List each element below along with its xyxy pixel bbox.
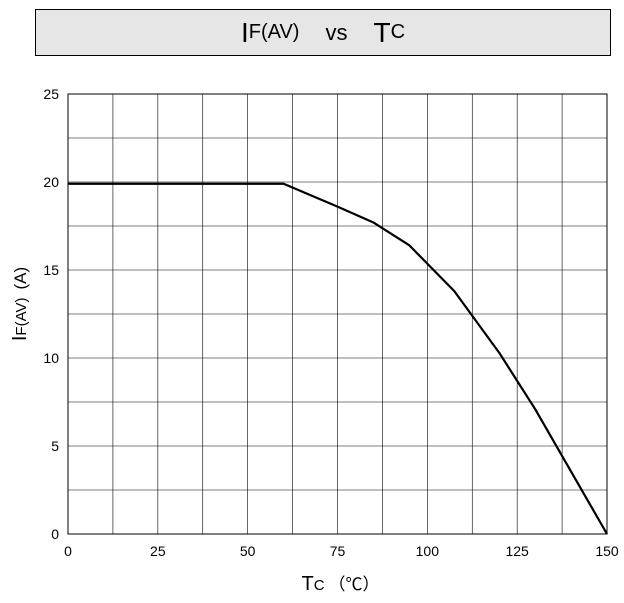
y-tick-label-0: 0 bbox=[51, 526, 59, 542]
y-axis-unit: (A) bbox=[11, 267, 30, 290]
title-x-subscript: C bbox=[390, 21, 406, 43]
y-tick-label-5: 25 bbox=[43, 86, 59, 102]
title-y-symbol: I bbox=[240, 16, 249, 48]
x-tick-label-3: 75 bbox=[330, 543, 346, 559]
x-axis-label: TC （℃） bbox=[301, 573, 379, 595]
grid bbox=[68, 94, 607, 534]
x-tick-label-2: 50 bbox=[240, 543, 256, 559]
y-tick-labels: 0 5 10 15 20 25 bbox=[43, 86, 59, 542]
x-tick-label-6: 150 bbox=[595, 543, 619, 559]
title-y-subscript: F(AV) bbox=[248, 21, 300, 43]
y-tick-label-2: 10 bbox=[43, 350, 59, 366]
y-tick-label-1: 5 bbox=[51, 438, 59, 454]
y-axis-subscript: F(AV) bbox=[13, 298, 30, 336]
x-tick-label-1: 25 bbox=[150, 543, 166, 559]
x-tick-label-4: 100 bbox=[416, 543, 440, 559]
series-line-0 bbox=[68, 182, 608, 535]
y-axis-label: IF(AV) (A) bbox=[9, 267, 31, 341]
x-axis-symbol: T bbox=[301, 573, 313, 595]
title-x-symbol: T bbox=[373, 16, 391, 48]
y-tick-label-3: 15 bbox=[43, 262, 59, 278]
x-axis-subscript: C bbox=[314, 577, 325, 594]
series-group bbox=[68, 182, 608, 535]
x-axis-unit: （℃） bbox=[329, 575, 380, 594]
y-tick-label-4: 20 bbox=[43, 174, 59, 190]
x-tick-label-5: 125 bbox=[505, 543, 529, 559]
title-vs: vs bbox=[325, 19, 348, 45]
x-tick-labels: 0 25 50 75 100 125 150 bbox=[64, 543, 619, 559]
y-axis-symbol: I bbox=[9, 336, 31, 342]
plot-frame bbox=[67, 93, 608, 535]
x-tick-label-0: 0 bbox=[64, 543, 72, 559]
